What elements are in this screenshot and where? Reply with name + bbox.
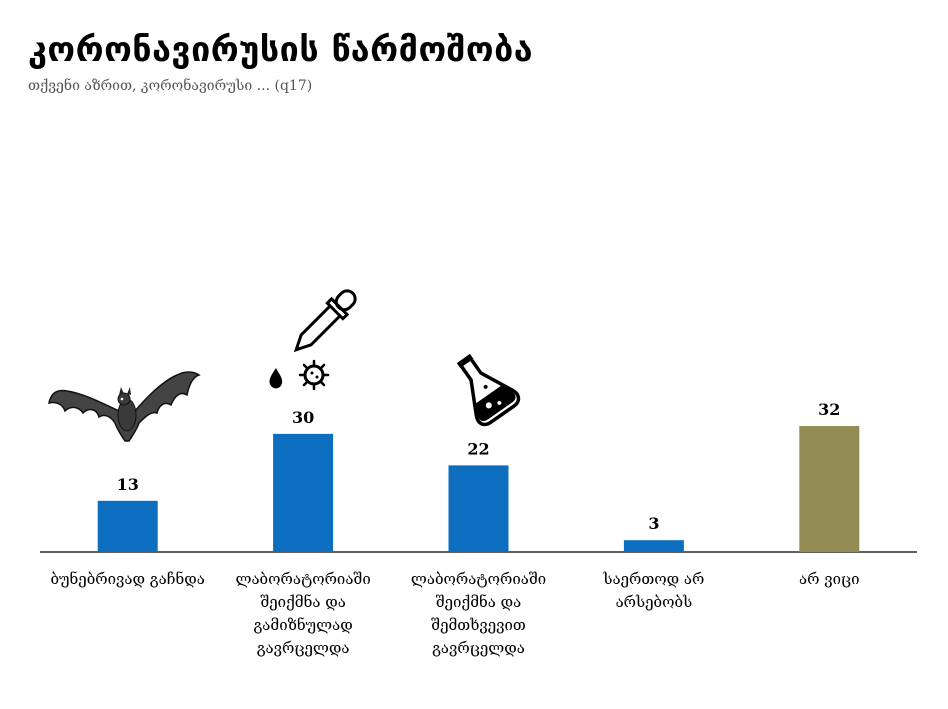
chart-title: კორონავირუსის წარმოშობა (28, 30, 534, 70)
bar-2 (273, 433, 334, 552)
flask-icon (456, 353, 521, 427)
bar-4 (623, 540, 684, 552)
bar-1 (97, 500, 158, 552)
category-label-line: შემთხვევით (431, 616, 526, 634)
value-label-1: 13 (117, 475, 139, 494)
category-label-5: არ ვიცი (744, 568, 914, 591)
value-label-3: 22 (467, 439, 489, 458)
bar-3 (448, 465, 509, 552)
category-label-line: არსებობს (615, 593, 693, 611)
bat-icon (48, 371, 201, 442)
category-label-2: ლაბორატორიაში შეიქმნა და გამიზნულად გავრცელ… (218, 568, 388, 660)
chart-subtitle: თქვენი აზრით, კორონავირუსი ... (q17) (28, 78, 313, 94)
category-label-1: ბუნებრივად გაჩნდა (43, 568, 213, 591)
category-label-line: გავრცელდა (432, 639, 525, 657)
category-label-4: საერთოდ არ არსებობს (569, 568, 739, 614)
category-label-line: შეიქმნა და (435, 593, 522, 611)
category-label-line: ბუნებრივად გაჩნდა (50, 570, 205, 588)
category-label-line: არ ვიცი (799, 570, 860, 588)
category-label-line: საერთოდ არ (603, 570, 705, 588)
category-label-line: ლაბორატორიაში (235, 570, 371, 588)
dropper-virus-icon (269, 289, 357, 391)
category-label-line: შეიქმნა და (260, 593, 346, 611)
category-label-3: ლაბორატორიაში შეიქმნა და შემთხვევით გავრცელ… (394, 568, 564, 660)
value-label-4: 3 (648, 514, 659, 533)
category-label-line: გავრცელდა (256, 639, 350, 657)
category-label-line: ლაბორატორიაში (410, 570, 547, 588)
value-label-5: 32 (818, 400, 840, 419)
category-label-line: გამიზნულად (253, 616, 353, 634)
value-label-2: 30 (292, 408, 314, 427)
bar-5 (799, 426, 860, 552)
